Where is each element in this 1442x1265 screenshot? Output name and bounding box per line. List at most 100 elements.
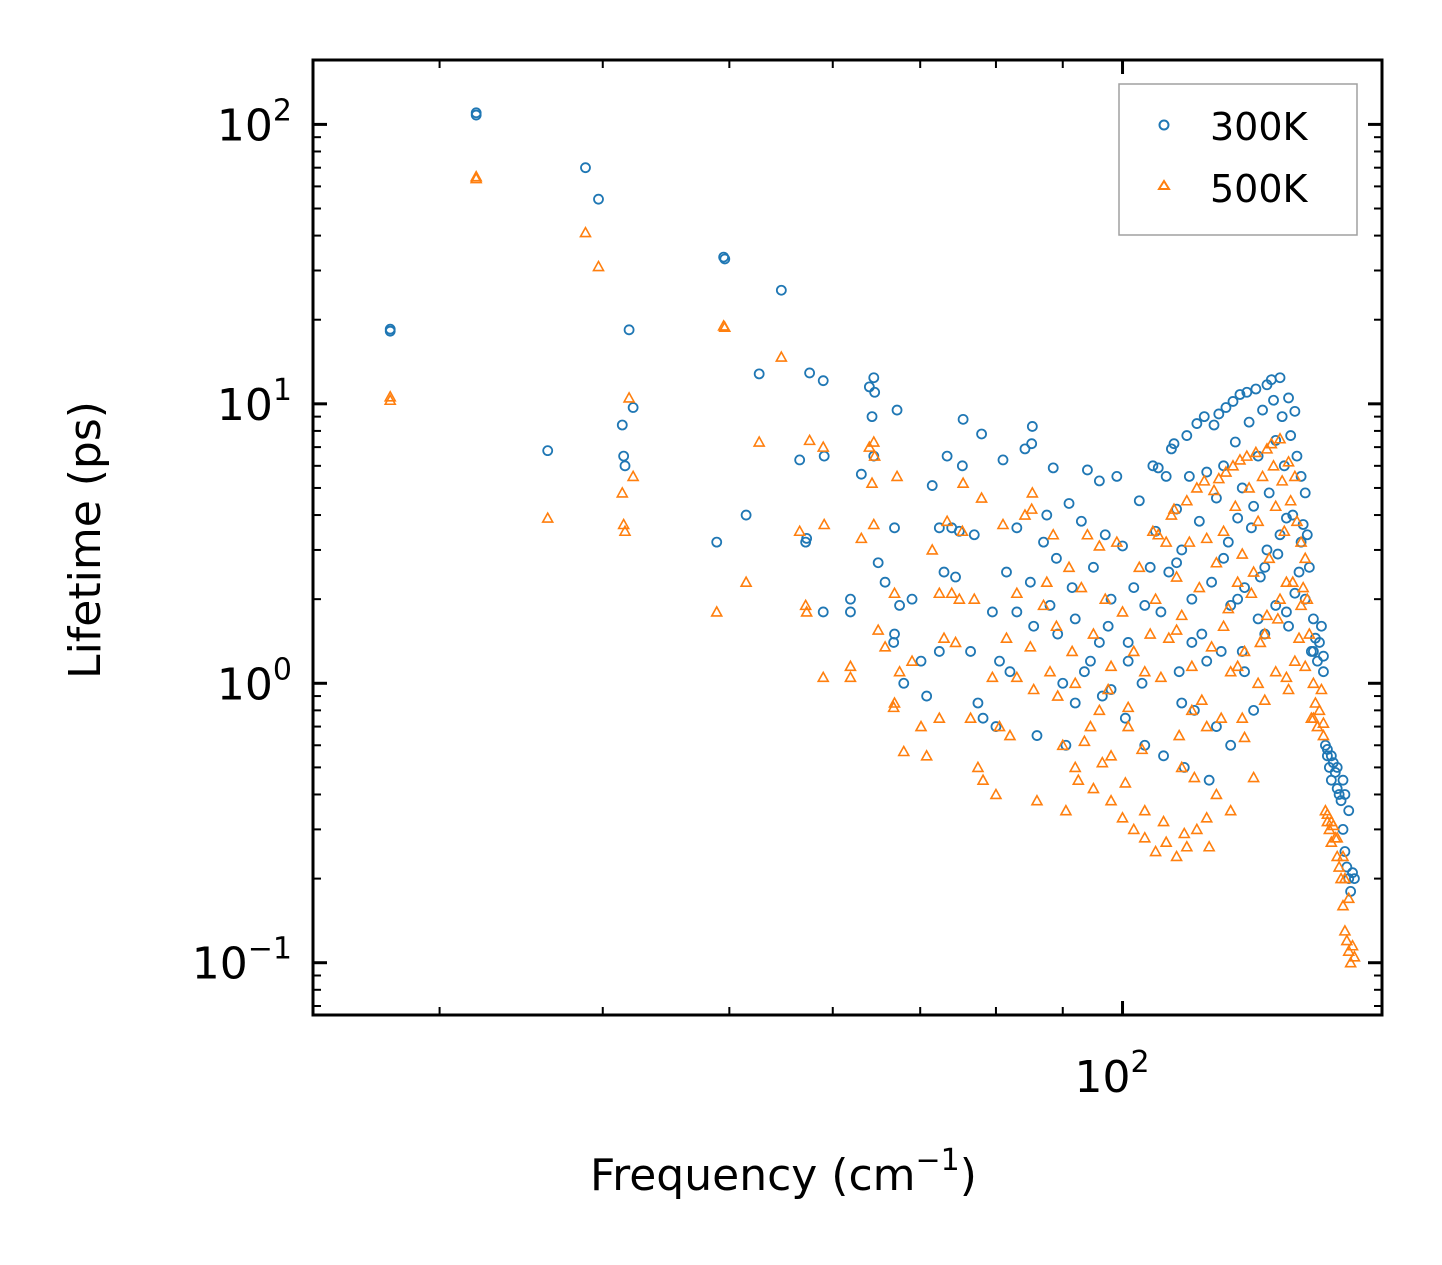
point-300k-4 [580,162,591,174]
point-500k-93 [1110,535,1124,547]
point-300k-158 [1281,606,1292,618]
point-500k-110 [1167,502,1181,514]
point-500k-202 [1251,676,1265,689]
point-500k-135 [1228,499,1242,512]
point-500k-49 [945,586,959,599]
point-300k-21 [804,367,816,379]
point-500k-5 [592,259,605,272]
point-300k-117 [1186,593,1198,605]
point-300k-55 [968,529,980,541]
point-300k-143 [1248,704,1260,716]
point-300k-26 [845,606,856,618]
point-500k-220 [1175,760,1189,773]
legend-marker-500k [1157,179,1171,190]
point-500k-115 [1180,494,1194,506]
point-500k-197 [1338,871,1352,884]
point-500k-193 [1321,807,1334,820]
point-500k-54 [964,711,977,723]
point-500k-15 [739,575,753,587]
point-500k-164 [1292,631,1306,643]
point-500k-139 [1238,730,1251,743]
point-500k-81 [1062,560,1076,573]
point-500k-200 [1224,665,1238,677]
point-500k-203 [1269,665,1283,677]
point-300k-206 [1186,637,1198,648]
point-500k-123 [1200,531,1214,544]
point-500k-194 [1324,814,1338,827]
point-500k-36 [888,696,901,708]
point-300k-134 [1227,396,1239,407]
point-500k-39 [893,665,906,677]
point-500k-66 [1010,586,1024,599]
point-300k-141 [1243,416,1255,428]
point-500k-187 [1338,924,1352,936]
point-500k-77 [1050,619,1063,632]
point-300k-154 [1272,548,1284,560]
point-500k-91 [1101,682,1115,695]
point-500k-47 [932,711,946,723]
point-500k-150 [1262,551,1276,564]
point-500k-37 [887,700,901,713]
point-500k-176 [1317,728,1330,741]
point-300k-11 [627,402,639,413]
point-300k-102 [1147,460,1159,472]
point-300k-41 [906,593,918,605]
point-300k-132 [1222,536,1234,548]
point-500k-94 [1116,605,1129,617]
point-500k-171 [1307,676,1320,689]
point-500k-212 [1078,734,1091,747]
point-300k-3 [470,109,482,121]
point-500k-82 [1065,644,1079,657]
point-500k-95 [1118,776,1132,788]
point-500k-211 [1093,703,1106,716]
point-500k-111 [1170,570,1183,582]
point-300k-119 [1191,418,1203,429]
point-500k-105 [1154,670,1168,683]
point-300k-83 [1069,697,1081,709]
x-axis-title-exponent: −1 [916,1143,960,1178]
point-300k-84 [1075,515,1087,527]
point-300k-6 [542,445,554,457]
point-500k-51 [952,592,966,604]
point-300k-71 [1028,620,1040,632]
point-500k-236 [1116,811,1129,823]
point-500k-13 [718,320,732,333]
point-500k-238 [1087,781,1100,794]
point-300k-82 [1066,582,1078,593]
point-300k-20 [801,532,813,544]
point-300k-194 [1325,750,1337,762]
point-500k-188 [1340,933,1354,946]
point-300k-125 [1206,576,1217,588]
point-300k-150 [1263,487,1275,499]
point-500k-71 [1027,682,1041,695]
point-300k-73 [1038,536,1049,548]
x-tick-label: 102 [1075,1045,1150,1103]
point-300k-65 [1011,606,1023,618]
point-500k-80 [1059,804,1073,816]
point-500k-227 [1317,716,1330,728]
point-300k-59 [986,606,998,618]
point-300k-176 [1318,666,1329,678]
point-500k-50 [949,635,962,648]
point-500k-131 [1219,465,1233,477]
legend-marker-300k [1158,119,1170,131]
point-500k-14 [710,605,724,617]
point-300k-213 [1069,613,1081,625]
point-300k-136 [1232,593,1244,605]
point-500k-34 [878,640,892,652]
point-300k-79 [1057,677,1069,689]
y-tick-labels: 102 101 100 10−1 [192,93,292,989]
point-300k-113 [1176,544,1188,556]
point-300k-104 [1152,462,1164,474]
point-300k-182 [1329,766,1341,778]
point-300k-192 [1349,873,1360,885]
point-500k-106 [1157,814,1170,827]
point-300k-54 [965,646,976,657]
point-500k-214 [1231,575,1245,587]
point-300k-31 [866,411,878,423]
point-500k-152 [1267,459,1280,471]
point-300k-81 [1063,498,1075,509]
point-500k-117 [1185,659,1199,672]
point-300k-86 [1085,655,1096,667]
